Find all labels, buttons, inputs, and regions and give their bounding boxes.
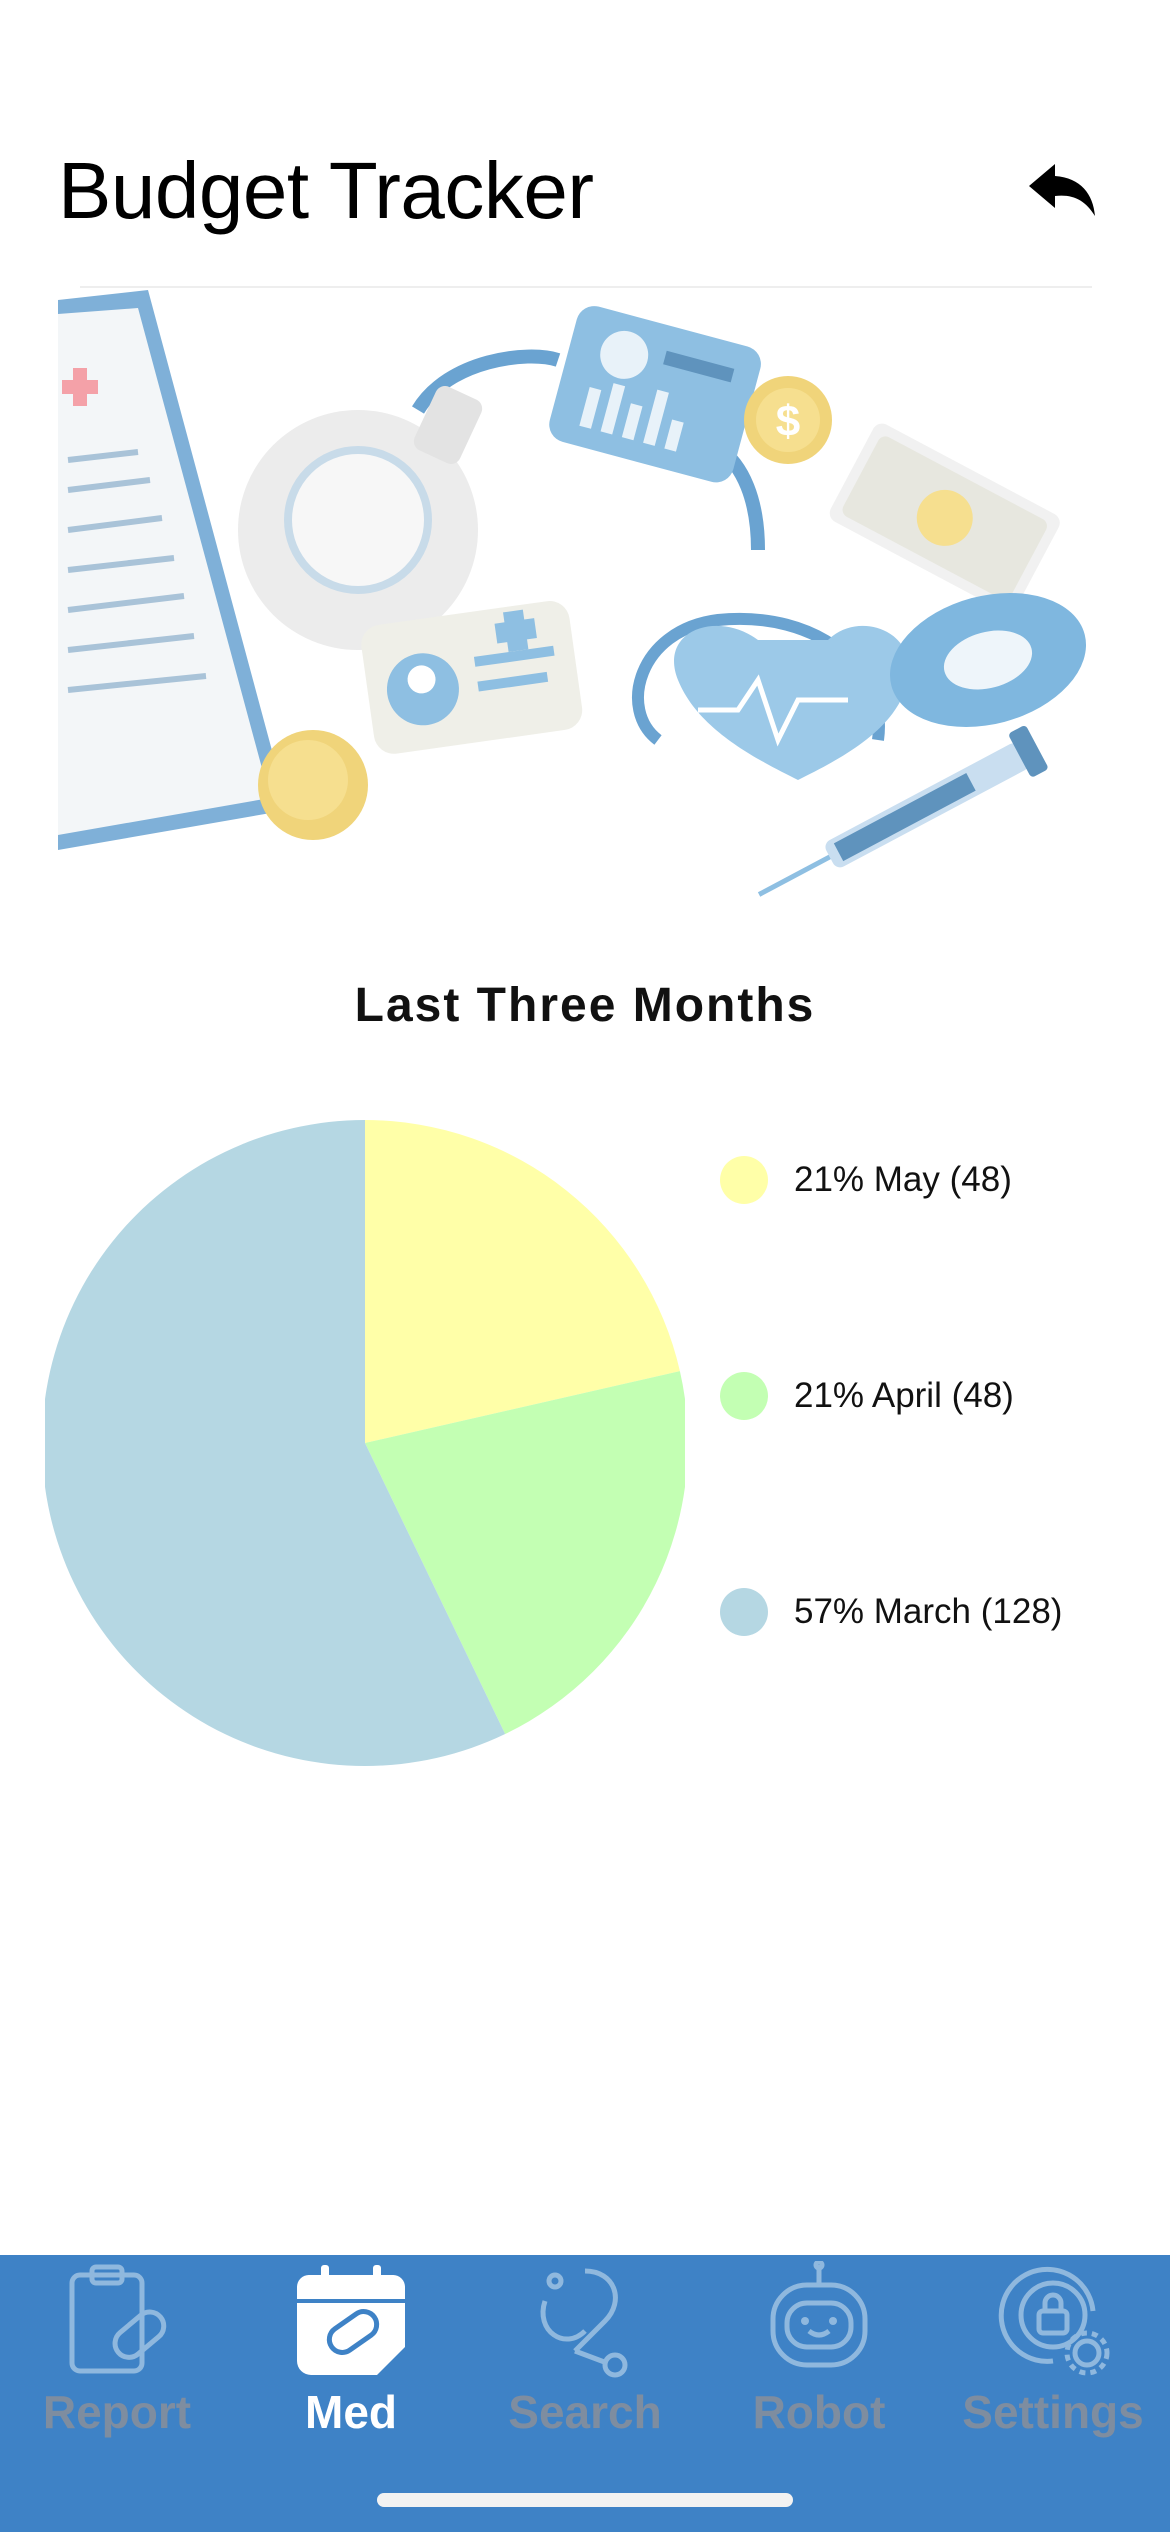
tab-report[interactable]: Report (0, 2255, 234, 2465)
tab-med[interactable]: Med (234, 2255, 468, 2465)
tab-label: Robot (752, 2386, 886, 2438)
legend-label: 21% May (48) (794, 1160, 1012, 1199)
tab-settings[interactable]: Settings (936, 2255, 1170, 2465)
bottom-tab-bar: Report Med Search (0, 2255, 1170, 2532)
tab-label: Search (508, 2386, 662, 2438)
tab-label: Med (305, 2386, 397, 2438)
tab-label: Report (42, 2386, 192, 2438)
lock-gear-icon (998, 2266, 1110, 2376)
clipboard-pill-icon (69, 2264, 167, 2374)
pie-chart (45, 1120, 685, 1766)
clipboard-illustration (58, 290, 288, 850)
pie-slice-march (45, 1120, 506, 1766)
stethoscope-icon (540, 2268, 628, 2378)
legend-item-may: 21% May (48) (720, 1150, 1012, 1210)
page-title: Budget Tracker (58, 146, 594, 235)
calendar-pill-icon (297, 2265, 405, 2375)
back-button[interactable] (1025, 160, 1099, 220)
home-indicator[interactable] (377, 2493, 793, 2507)
legend-swatch (720, 1156, 768, 1204)
legend-label: 57% March (128) (794, 1592, 1063, 1631)
hero-illustration: $ (58, 290, 1112, 926)
header: Budget Tracker (0, 0, 1170, 290)
tab-label: Settings (962, 2386, 1144, 2438)
legend-item-march: 57% March (128) (720, 1582, 1062, 1642)
legend-swatch (720, 1372, 768, 1420)
medical-finance-illustration: $ (58, 290, 1087, 897)
pie-slice-may (365, 1120, 680, 1443)
tab-search[interactable]: Search (468, 2255, 702, 2465)
robot-icon (770, 2261, 868, 2368)
svg-text:$: $ (776, 397, 800, 446)
header-divider (80, 286, 1092, 288)
reply-arrow-icon (1029, 164, 1095, 216)
legend-item-april: 21% April (48) (720, 1366, 1014, 1426)
pie-slice-april (365, 1371, 685, 1735)
legend-swatch (720, 1588, 768, 1636)
legend-label: 21% April (48) (794, 1376, 1014, 1415)
chart-title: Last Three Months (354, 979, 816, 1032)
tab-robot[interactable]: Robot (702, 2255, 936, 2465)
